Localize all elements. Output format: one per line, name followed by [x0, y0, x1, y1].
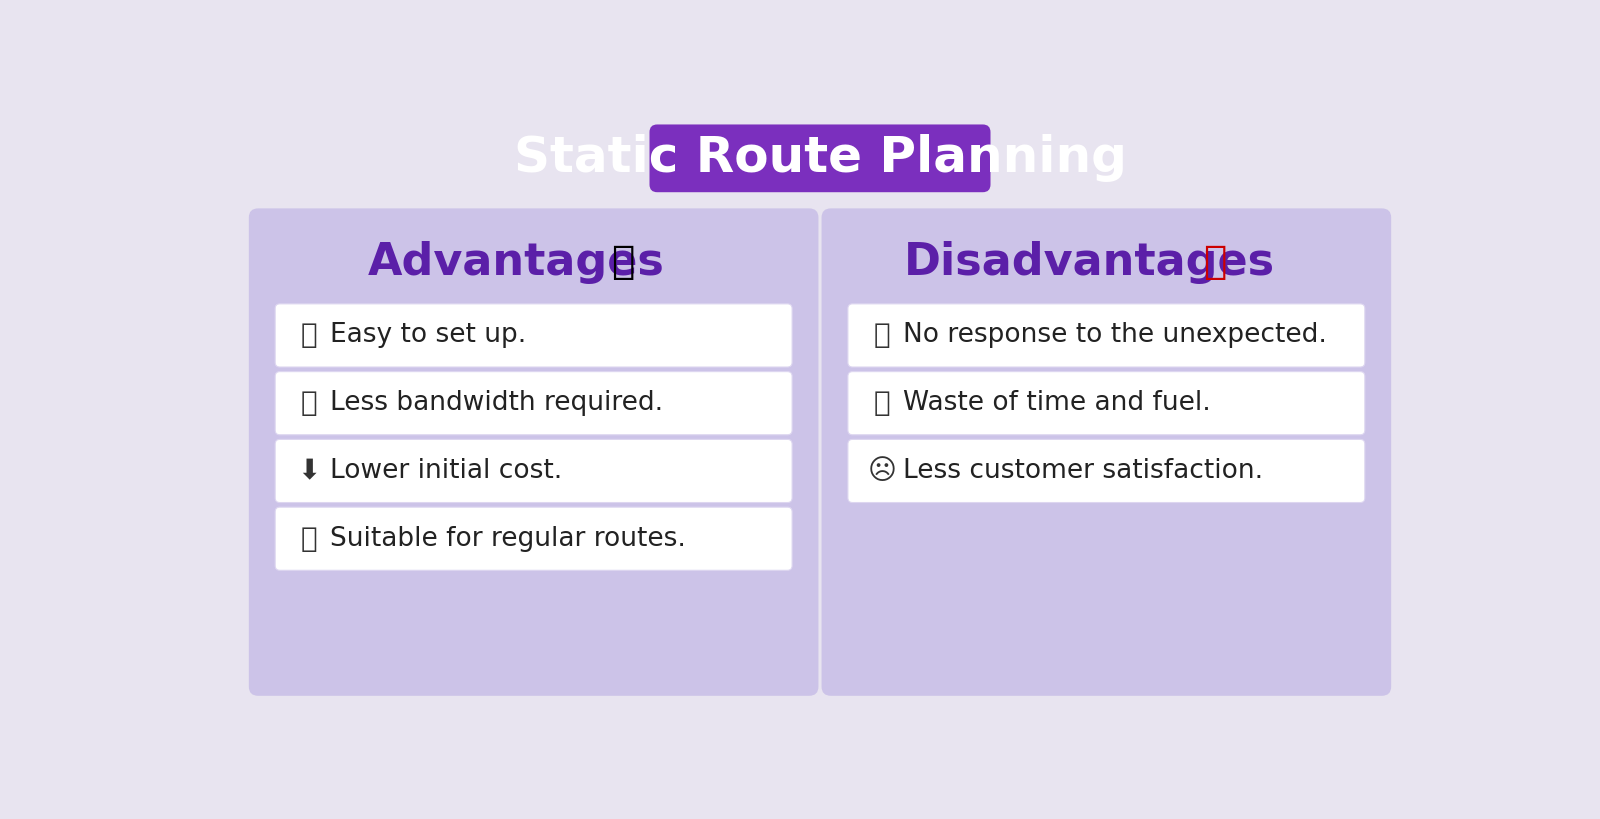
FancyBboxPatch shape: [848, 372, 1365, 435]
Text: Easy to set up.: Easy to set up.: [330, 323, 526, 348]
Text: Waste of time and fuel.: Waste of time and fuel.: [902, 390, 1211, 416]
Text: ✅: ✅: [611, 243, 635, 281]
Text: ❌: ❌: [1203, 243, 1227, 281]
FancyBboxPatch shape: [650, 124, 990, 192]
Text: Disadvantages: Disadvantages: [904, 241, 1275, 284]
Text: 🤯: 🤯: [874, 321, 890, 350]
FancyBboxPatch shape: [275, 507, 792, 570]
Text: Less bandwidth required.: Less bandwidth required.: [330, 390, 664, 416]
FancyBboxPatch shape: [275, 439, 792, 503]
Text: ☹: ☹: [867, 457, 896, 485]
FancyBboxPatch shape: [821, 208, 1390, 696]
Text: Suitable for regular routes.: Suitable for regular routes.: [330, 526, 686, 552]
FancyBboxPatch shape: [250, 208, 819, 696]
Text: 📶: 📶: [301, 389, 317, 417]
FancyBboxPatch shape: [848, 439, 1365, 503]
Text: 📍: 📍: [301, 525, 317, 553]
Text: 🌐: 🌐: [874, 389, 890, 417]
Text: Static Route Planning: Static Route Planning: [514, 134, 1126, 183]
Text: No response to the unexpected.: No response to the unexpected.: [902, 323, 1326, 348]
FancyBboxPatch shape: [275, 372, 792, 435]
FancyBboxPatch shape: [848, 304, 1365, 367]
Text: 🖥: 🖥: [301, 321, 317, 350]
Text: ⬇: ⬇: [298, 457, 322, 485]
Text: Less customer satisfaction.: Less customer satisfaction.: [902, 458, 1262, 484]
FancyBboxPatch shape: [275, 304, 792, 367]
Text: Lower initial cost.: Lower initial cost.: [330, 458, 563, 484]
Text: Advantages: Advantages: [368, 241, 666, 284]
